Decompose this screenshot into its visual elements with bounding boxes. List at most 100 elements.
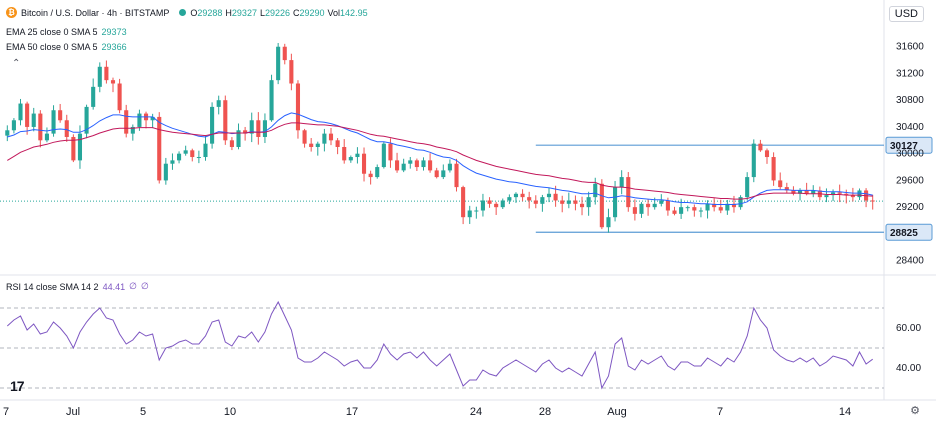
candle-body bbox=[348, 157, 353, 161]
candle-body bbox=[837, 192, 842, 194]
candle-body bbox=[646, 203, 651, 208]
time-tick-label: 10 bbox=[224, 406, 236, 418]
level-label-box bbox=[885, 136, 933, 154]
time-tick-label: 14 bbox=[839, 406, 851, 418]
candle-body bbox=[513, 193, 519, 198]
candle-body bbox=[434, 170, 439, 178]
candle-body bbox=[454, 163, 459, 188]
ema25-legend[interactable]: EMA 25 close 0 SMA 5 29373 bbox=[6, 27, 131, 37]
ohlc-open-key: O bbox=[190, 7, 198, 18]
price-tick-label: 30000 bbox=[896, 149, 924, 160]
gear-icon[interactable]: ⚙ bbox=[910, 405, 920, 417]
candle-body bbox=[566, 200, 571, 204]
candle-body bbox=[408, 160, 413, 164]
bitcoin-icon: ₿ bbox=[6, 7, 17, 18]
candle-body bbox=[223, 100, 228, 141]
candle-body bbox=[533, 200, 538, 204]
candle-body bbox=[335, 140, 340, 147]
candle-body bbox=[474, 210, 479, 212]
candle-body bbox=[11, 120, 16, 131]
candle-body bbox=[626, 177, 631, 208]
candle-body bbox=[196, 157, 201, 159]
ohlc-low-value: 29226 bbox=[264, 7, 290, 18]
price-tick-label: 30800 bbox=[896, 95, 924, 106]
price-axis[interactable]: 31600 31200 30800 30400 30000 29600 29200 28400 bbox=[896, 42, 924, 267]
rsi-line bbox=[6, 300, 873, 390]
ohlc-low-key: L bbox=[259, 7, 265, 18]
chevron-up-icon[interactable]: ⌃ bbox=[12, 58, 21, 69]
market-status-icon bbox=[179, 9, 187, 16]
candle-body bbox=[414, 160, 419, 168]
candle-body bbox=[652, 203, 657, 208]
candle-body bbox=[421, 160, 426, 168]
candle-body bbox=[520, 193, 525, 198]
candle-body bbox=[137, 113, 142, 127]
candle-body bbox=[388, 143, 393, 161]
candle-body bbox=[791, 190, 796, 194]
ema50-legend[interactable]: EMA 50 close 0 SMA 5 29366 bbox=[6, 42, 131, 52]
candle-body bbox=[857, 190, 862, 198]
candle-body bbox=[124, 110, 129, 134]
candle-body bbox=[831, 192, 836, 196]
time-axis[interactable]: 7 Jul 5 10 17 24 28 Aug 7 14 bbox=[3, 406, 851, 418]
price-tick-label: 31600 bbox=[896, 42, 924, 53]
candle-body bbox=[441, 170, 446, 178]
horizontal-levels[interactable]: 30127 28825 bbox=[0, 136, 933, 241]
candle-body bbox=[679, 207, 684, 214]
candle-body bbox=[811, 190, 816, 194]
candle-body bbox=[157, 116, 162, 181]
price-tick-label: 31200 bbox=[896, 68, 924, 79]
candle-body bbox=[428, 160, 433, 171]
ema25-label: EMA 25 close 0 SMA 5 bbox=[6, 27, 98, 37]
price-tick-label: 30400 bbox=[896, 122, 924, 133]
candle-body bbox=[375, 167, 380, 178]
candle-body bbox=[447, 163, 452, 171]
level-label: 28825 bbox=[890, 228, 918, 239]
candle-body bbox=[282, 46, 287, 61]
candle-body bbox=[480, 200, 485, 211]
candle-body bbox=[104, 66, 109, 81]
candle-body bbox=[850, 195, 855, 198]
candle-body bbox=[758, 143, 763, 151]
rsi-tick-label: 40.00 bbox=[896, 363, 921, 374]
candle-body bbox=[229, 140, 234, 147]
candle-body bbox=[401, 163, 406, 171]
candle-body bbox=[784, 187, 789, 191]
symbol-legend: ₿ Bitcoin / U.S. Dollar · 4h · BITSTAMP … bbox=[6, 7, 371, 18]
candle-body bbox=[322, 133, 327, 144]
level-label: 30127 bbox=[890, 141, 918, 152]
candle-body bbox=[243, 130, 248, 134]
candle-body bbox=[593, 183, 598, 198]
candle-body bbox=[44, 133, 49, 141]
time-tick-label: 7 bbox=[3, 406, 9, 418]
candle-body bbox=[659, 200, 664, 204]
candle-body bbox=[130, 126, 135, 134]
candle-body bbox=[262, 120, 267, 137]
currency-button[interactable]: USD bbox=[888, 6, 924, 22]
candle-body bbox=[560, 200, 565, 204]
candle-body bbox=[342, 147, 347, 161]
rsi-label: RSI 14 close SMA 14 2 bbox=[6, 281, 99, 292]
candle-body bbox=[824, 195, 829, 198]
ohlc-high-value: 29327 bbox=[231, 7, 257, 18]
ohlc-volume-key: Vol bbox=[327, 7, 341, 18]
candle-body bbox=[705, 203, 710, 211]
rsi-tick-label: 60.00 bbox=[896, 323, 921, 334]
candle-body bbox=[778, 180, 783, 188]
candle-body bbox=[797, 190, 803, 194]
rsi-legend[interactable]: RSI 14 close SMA 14 2 44.41 ∅ ∅ bbox=[6, 281, 153, 292]
price-grid bbox=[0, 0, 936, 400]
time-tick-label: 28 bbox=[539, 406, 551, 418]
ema25-value: 29373 bbox=[101, 27, 127, 37]
time-tick-label: 17 bbox=[346, 406, 358, 418]
time-tick-label: 24 bbox=[470, 406, 482, 418]
candle-body bbox=[256, 120, 261, 137]
time-tick-label: Aug bbox=[607, 406, 627, 418]
candle-body bbox=[177, 153, 182, 161]
price-tick-label: 29600 bbox=[896, 175, 924, 186]
ema-lines bbox=[7, 112, 873, 205]
candle-body bbox=[269, 80, 274, 121]
level-label-box bbox=[885, 223, 933, 241]
candle-body bbox=[632, 207, 637, 214]
